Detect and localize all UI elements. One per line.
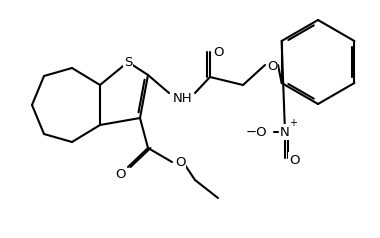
Text: N: N: [280, 125, 290, 139]
Text: S: S: [124, 55, 132, 69]
Text: O: O: [289, 154, 299, 167]
Text: −O: −O: [245, 125, 267, 139]
Text: O: O: [267, 60, 277, 73]
Text: +: +: [289, 118, 297, 128]
Text: O: O: [214, 46, 224, 60]
Text: O: O: [175, 157, 185, 169]
Text: NH: NH: [173, 91, 193, 104]
Text: O: O: [115, 168, 125, 180]
